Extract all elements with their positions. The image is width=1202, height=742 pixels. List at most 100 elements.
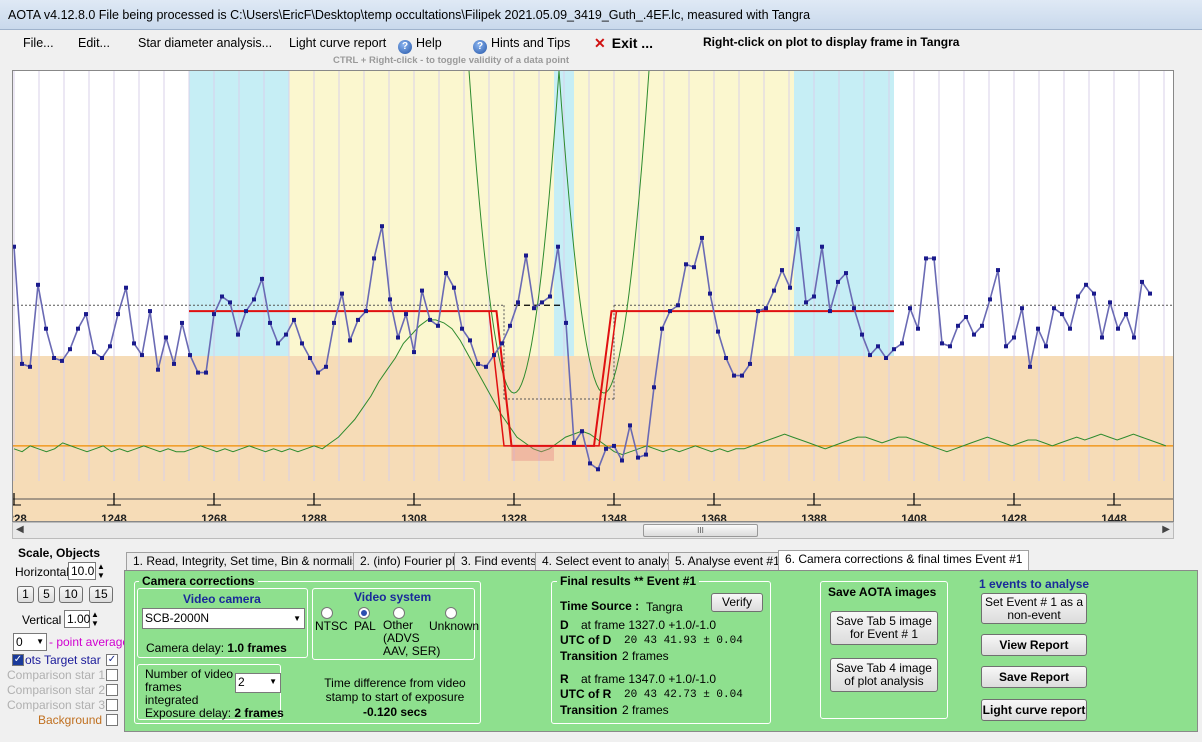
data-point xyxy=(1044,344,1048,349)
save-tab5-button[interactable]: Save Tab 5 image for Event # 1 xyxy=(830,611,938,645)
light-curve-plot[interactable]: 1228 1248 1268 1288 1308 1328 1348 1368 1388 1408… xyxy=(12,70,1174,522)
background-checkbox[interactable] xyxy=(106,714,118,726)
set-non-event-button[interactable]: Set Event # 1 as a non-event xyxy=(981,593,1087,624)
vertical-label: Vertical xyxy=(22,613,62,627)
data-point xyxy=(84,312,88,317)
ntsc-radio[interactable] xyxy=(321,607,333,619)
point-average-value: 0 xyxy=(16,635,23,649)
comp1-checkbox[interactable] xyxy=(106,669,118,681)
target-star-checkbox[interactable]: ✓ xyxy=(106,654,118,666)
comp3-checkbox[interactable] xyxy=(106,699,118,711)
x-tick-label: 1408 xyxy=(901,514,927,522)
data-point xyxy=(1148,291,1152,296)
dots-checkbox[interactable]: ✓ xyxy=(12,654,24,666)
menu-exit-label: Exit ... xyxy=(611,35,653,51)
menu-hints-label: Hints and Tips xyxy=(491,36,571,50)
data-point xyxy=(316,370,320,375)
data-point xyxy=(1028,364,1032,369)
data-point xyxy=(228,300,232,305)
unknown-radio[interactable] xyxy=(445,607,457,619)
menu-exit[interactable]: ✕ Exit ... xyxy=(594,35,653,52)
data-point xyxy=(1012,335,1016,340)
data-point xyxy=(1052,306,1056,311)
vertical-spinner-icon[interactable]: ▲ ▼ xyxy=(91,610,99,628)
data-point xyxy=(484,364,488,369)
data-point xyxy=(364,309,368,314)
data-point xyxy=(1100,335,1104,340)
scale-1-button[interactable]: 1 xyxy=(17,586,34,603)
scale-15-button[interactable]: 15 xyxy=(89,586,113,603)
scroll-left-icon[interactable]: ◀ xyxy=(16,524,24,535)
frames-integrated-select[interactable]: 2 ▼ xyxy=(235,673,281,693)
tab-read[interactable]: 1. Read, Integrity, Set time, Bin & norm… xyxy=(126,552,372,570)
utc-r-label: UTC of R xyxy=(560,687,612,701)
camera-corrections-tab: Camera corrections Video camera SCB-2000… xyxy=(124,570,1198,732)
data-point xyxy=(340,291,344,296)
data-point xyxy=(1036,326,1040,331)
data-point xyxy=(252,297,256,302)
tab-fourier[interactable]: 2. (info) Fourier plot xyxy=(353,552,472,570)
tab-analyse-event[interactable]: 5. Analyse event #1 xyxy=(668,552,787,570)
data-point xyxy=(148,309,152,314)
save-report-button[interactable]: Save Report xyxy=(981,666,1087,688)
camera-select[interactable]: SCB-2000N ▼ xyxy=(142,608,305,629)
chevron-down-icon: ▼ xyxy=(293,614,301,623)
scroll-right-icon[interactable]: ▶ xyxy=(1162,524,1170,535)
save-tab4-button[interactable]: Save Tab 4 image of plot analysis xyxy=(830,658,938,692)
plot-scrollbar[interactable]: ◀ III ▶ xyxy=(12,522,1174,539)
data-point xyxy=(884,356,888,360)
comp2-checkbox[interactable] xyxy=(106,684,118,696)
vertical-scale-input[interactable]: 1.00 xyxy=(64,610,90,628)
x-tick-label: 1228 xyxy=(13,514,27,522)
horizontal-scale-input[interactable]: 10.0 xyxy=(68,562,96,580)
data-point xyxy=(28,364,32,369)
close-icon: ✕ xyxy=(594,35,606,51)
x-tick-label: 1448 xyxy=(1101,514,1127,522)
view-report-button[interactable]: View Report xyxy=(981,634,1087,656)
scale-10-button[interactable]: 10 xyxy=(59,586,83,603)
data-point xyxy=(1124,312,1128,317)
data-point xyxy=(980,323,984,328)
data-point xyxy=(684,262,688,267)
scale-5-button[interactable]: 5 xyxy=(38,586,55,603)
point-average-label: - point average xyxy=(49,635,130,649)
data-point xyxy=(820,244,824,249)
x-tick-label: 1368 xyxy=(701,514,727,522)
verify-button[interactable]: Verify xyxy=(711,593,763,612)
menu-light-curve-report[interactable]: Light curve report xyxy=(289,36,387,50)
data-point xyxy=(900,341,904,346)
light-curve-svg[interactable]: 1228 1248 1268 1288 1308 1328 1348 1368 1388 1408… xyxy=(13,71,1174,522)
video-system-title: Video system xyxy=(351,590,435,604)
data-point xyxy=(916,326,920,331)
bottom-uncertainty-box xyxy=(511,446,554,461)
other-radio[interactable] xyxy=(393,607,405,619)
utc-r-value: 20 43 42.73 ± 0.04 xyxy=(624,689,743,701)
data-point xyxy=(588,461,592,466)
tab-find-events[interactable]: 3. Find events xyxy=(454,552,544,570)
scroll-thumb[interactable]: III xyxy=(643,524,758,537)
menu-edit[interactable]: Edit... xyxy=(78,36,110,50)
menu-star-diameter[interactable]: Star diameter analysis... xyxy=(138,36,273,50)
noise-curve xyxy=(13,319,1167,456)
tab-select-event[interactable]: 4. Select event to analyse xyxy=(535,552,687,570)
data-point xyxy=(428,317,432,322)
light-curve-report-button[interactable]: Light curve report xyxy=(981,699,1087,721)
d-label: D xyxy=(560,618,569,632)
data-point xyxy=(756,309,760,314)
data-point xyxy=(868,353,872,358)
r-label: R xyxy=(560,672,569,686)
x-tick-label: 1248 xyxy=(101,514,127,522)
menu-help[interactable]: ? Help xyxy=(398,36,442,54)
data-point xyxy=(332,320,336,325)
x-tick-label: 1328 xyxy=(501,514,527,522)
menu-hints[interactable]: ? Hints and Tips xyxy=(473,36,570,54)
frames-integrated-value: 2 xyxy=(238,675,245,689)
point-average-select[interactable]: 0 ▼ xyxy=(13,633,47,651)
search-region-right xyxy=(574,71,794,356)
horizontal-spinner-icon[interactable]: ▲ ▼ xyxy=(97,562,105,580)
menu-file[interactable]: File... xyxy=(23,36,54,50)
data-point xyxy=(532,306,536,311)
pal-radio[interactable] xyxy=(358,607,370,619)
data-point xyxy=(860,332,864,337)
tab-camera-corrections[interactable]: 6. Camera corrections & final times Even… xyxy=(778,550,1030,570)
